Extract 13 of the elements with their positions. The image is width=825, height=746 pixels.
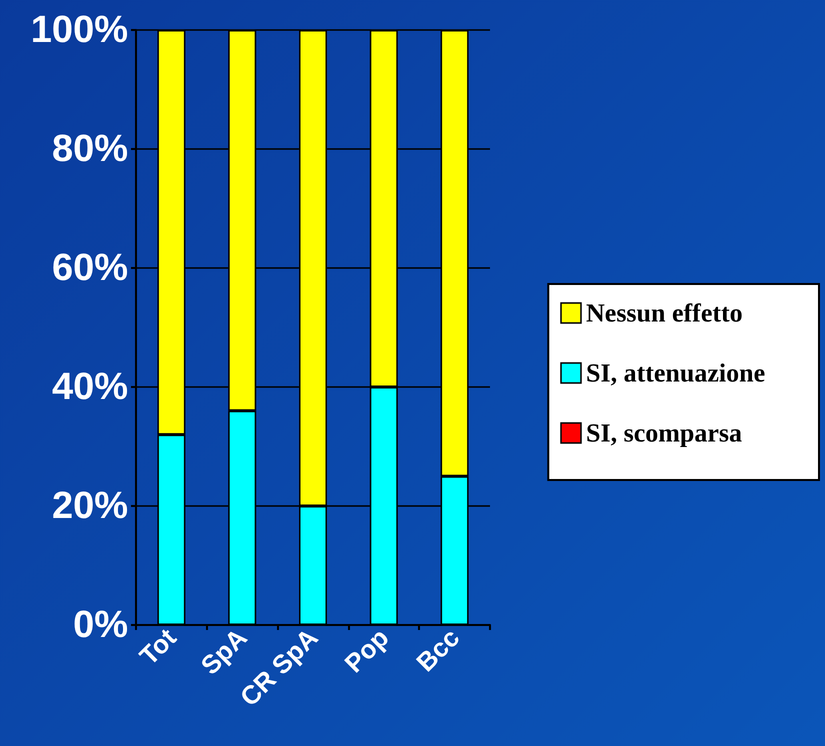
x-tick-label: Pop	[338, 622, 394, 678]
y-tick-label: 80%	[52, 128, 128, 170]
y-tick-label: 40%	[52, 366, 128, 408]
y-tick-label: 20%	[52, 485, 128, 527]
y-tick-label: 60%	[52, 247, 128, 289]
y-tick-label: 100%	[30, 9, 128, 51]
y-tick-label: 0%	[73, 604, 128, 646]
x-tick-label: SpA	[194, 622, 253, 680]
legend-label: SI, attenuazione	[586, 358, 766, 388]
x-tick-label: Bcc	[410, 622, 466, 678]
x-tick-label: Tot	[134, 622, 182, 671]
legend-label: Nessun effetto	[586, 298, 743, 328]
legend-label: SI, scomparsa	[586, 418, 742, 448]
